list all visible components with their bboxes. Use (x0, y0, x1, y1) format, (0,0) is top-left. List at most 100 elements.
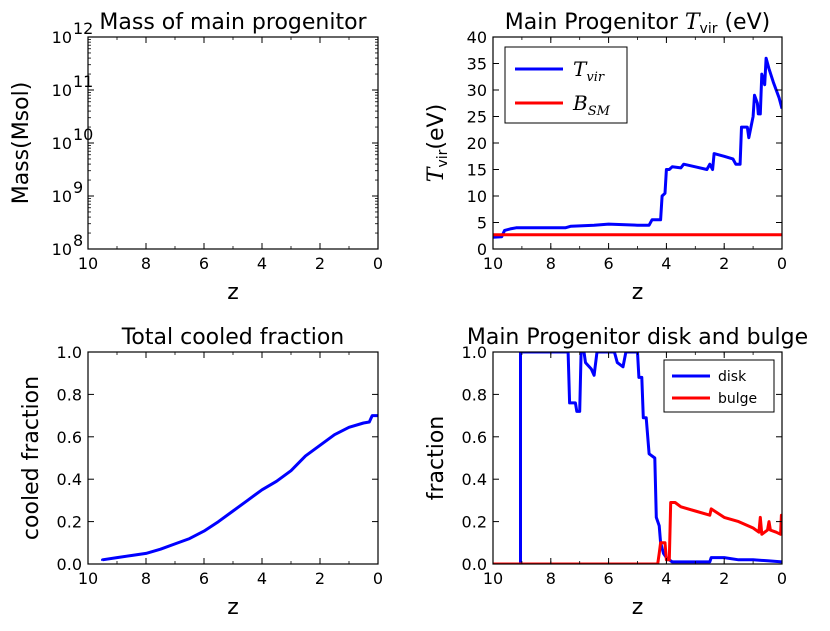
series-line-cooled (101, 414, 378, 562)
x-tick-label: 6 (604, 569, 614, 588)
x-axis-label: z (227, 280, 239, 305)
x-tick-label: 4 (661, 254, 671, 273)
y-tick-label: 0.8 (462, 385, 487, 404)
y-tick-label: 0.8 (57, 385, 82, 404)
legend-label-B: BSM (572, 91, 611, 119)
legend-math-sub: vir (586, 70, 605, 85)
x-tick-label: 6 (199, 569, 209, 588)
legend-math-sub: SM (588, 104, 611, 119)
y-axis-label: Tvir(eV) (424, 104, 451, 182)
panel-4: 10 8 6 4 2 0 0.0 0.2 0.4 0.6 0.8 1.0 z Main Progenito… (424, 325, 808, 620)
x-tick-label: 10 (483, 254, 503, 273)
legend: disk bulge (663, 359, 775, 413)
x-tick-label: 2 (719, 569, 729, 588)
y-tick-label: 40 (467, 28, 487, 47)
y-tick-label: 0.2 (57, 513, 82, 532)
ylabel-suffix: (eV) (424, 104, 449, 150)
x-tick-label: 8 (141, 254, 151, 273)
x-tick-label: 10 (78, 569, 98, 588)
series-group (101, 414, 378, 562)
y-tick-label: 15 (467, 161, 487, 180)
y-tick-label: 1.0 (57, 343, 82, 362)
chart-title: Main Progenitor disk and bulge (467, 325, 808, 350)
y-tick-label: 30 (467, 81, 487, 100)
x-tick-label: 4 (661, 569, 671, 588)
legend-label-T: Tvir (573, 57, 605, 85)
series-line-disk (493, 352, 782, 564)
y-tick-label: 0.4 (57, 470, 82, 489)
legend-math: B (572, 91, 588, 115)
chart-title: Main Progenitor Tvir (eV) (505, 10, 770, 37)
legend-box (663, 359, 775, 413)
title-suffix: (eV) (717, 10, 770, 35)
y-tick-exponent: 9 (73, 178, 83, 197)
x-tick-label: 4 (257, 569, 267, 588)
x-axis-label: z (632, 595, 644, 620)
title-math: T (685, 10, 702, 35)
y-tick-label: 0.0 (462, 555, 487, 574)
title-text: Main Progenitor (505, 10, 685, 35)
y-tick-label: 10 (52, 28, 72, 47)
x-tick-label: 8 (546, 254, 556, 273)
x-tick-label: 6 (604, 254, 614, 273)
x-tick-label: 6 (199, 254, 209, 273)
x-tick-label: 8 (141, 569, 151, 588)
plot-area (88, 352, 378, 564)
x-tick-label: 2 (719, 254, 729, 273)
legend-math: T (573, 57, 588, 81)
y-axis-label: cooled fraction (19, 376, 44, 540)
ylabel-math: T (424, 165, 449, 182)
y-tick-label: 0.6 (462, 428, 487, 447)
chart-title: Total cooled fraction (121, 325, 345, 350)
y-tick-label: 0.0 (57, 555, 82, 574)
y-tick-exponent: 12 (73, 19, 93, 38)
x-tick-label: 2 (315, 254, 325, 273)
title-math-sub: vir (700, 21, 718, 37)
y-tick-label: 20 (467, 134, 487, 153)
y-tick-exponent: 11 (73, 72, 93, 91)
x-tick-label: 8 (546, 569, 556, 588)
y-tick-label: 0.4 (462, 470, 487, 489)
x-axis-label: z (632, 280, 644, 305)
y-tick-label: 0.6 (57, 428, 82, 447)
legend-label-bulge: bulge (718, 391, 757, 407)
x-tick-label: 0 (373, 254, 383, 273)
legend-box (504, 46, 628, 124)
series-group (493, 352, 782, 564)
x-tick-label: 2 (315, 569, 325, 588)
y-tick-label: 5 (477, 214, 487, 233)
y-tick-label: 10 (467, 187, 487, 206)
y-tick-label: 10 (52, 240, 72, 259)
x-tick-label: 10 (483, 569, 503, 588)
plot-area (88, 37, 378, 249)
legend-label-disk: disk (718, 369, 747, 385)
y-tick-label: 10 (52, 134, 72, 153)
y-tick-label: 25 (467, 108, 487, 127)
x-tick-label: 0 (777, 569, 787, 588)
x-tick-label: 0 (777, 254, 787, 273)
y-tick-label: 35 (467, 55, 487, 74)
series-line-T (493, 56, 782, 239)
y-tick-label: 10 (52, 81, 72, 100)
series-group (493, 56, 782, 239)
y-tick-label: 0.2 (462, 513, 487, 532)
y-axis-label: Mass(Msol) (9, 82, 34, 205)
ylabel-math-sub: vir (435, 149, 451, 167)
y-tick-label: 0 (477, 240, 487, 259)
chart-title: Mass of main progenitor (99, 10, 367, 35)
x-tick-label: 10 (78, 254, 98, 273)
legend: Tvir BSM (504, 46, 628, 124)
x-tick-label: 4 (257, 254, 267, 273)
y-tick-exponent: 10 (73, 125, 93, 144)
y-tick-label: 10 (52, 187, 72, 206)
x-axis-label: z (227, 595, 239, 620)
series-line-bulge (493, 501, 782, 564)
y-tick-label: 1.0 (462, 343, 487, 362)
x-tick-label: 0 (373, 569, 383, 588)
y-tick-exponent: 8 (73, 231, 83, 250)
panel-3: 10 8 6 4 2 0 0.0 0.2 0.4 0.6 0.8 1.0 z Total cooled f… (19, 325, 383, 620)
y-axis-label: fraction (424, 416, 449, 501)
